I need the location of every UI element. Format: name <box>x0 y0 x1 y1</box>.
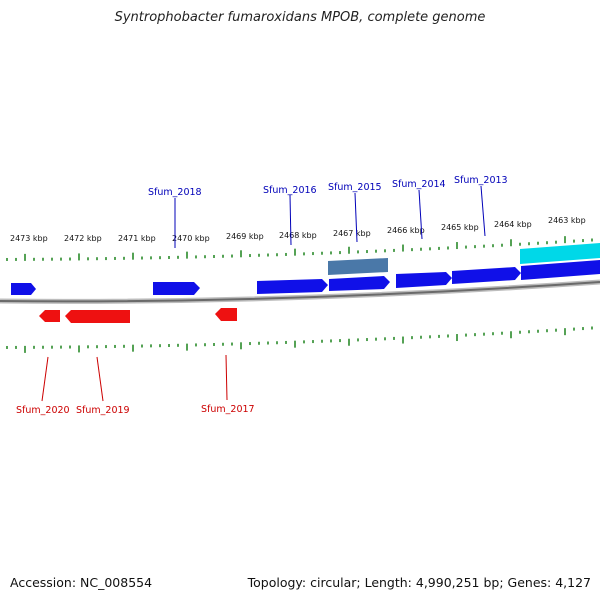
gene-arrow-rna[interactable] <box>328 258 388 275</box>
label-leader-line <box>289 194 292 246</box>
scale-label: 2466 kbp <box>387 226 425 235</box>
gene-label[interactable]: Sfum_2020 <box>16 405 70 416</box>
gene-arrow-forward[interactable] <box>153 282 200 295</box>
gene-label[interactable]: Sfum_2018 <box>148 187 202 198</box>
scale-label: 2472 kbp <box>64 234 102 243</box>
gene-arrow-highlight[interactable] <box>520 243 600 264</box>
reverse-gene-labels: Sfum_2020 Sfum_2019 Sfum_2017 <box>16 404 255 416</box>
gene-label[interactable]: Sfum_2013 <box>454 175 508 186</box>
gene-arrow-reverse[interactable] <box>215 308 237 321</box>
map-title: Syntrophobacter fumaroxidans MPOB, compl… <box>114 10 486 25</box>
scale-label: 2471 kbp <box>118 234 156 243</box>
scale-label: 2470 kbp <box>172 234 210 243</box>
scale-label: 2468 kbp <box>279 231 317 240</box>
label-leader-line <box>480 185 486 237</box>
genome-backbone-core <box>0 281 600 303</box>
gene-label[interactable]: Sfum_2017 <box>201 404 255 415</box>
forward-genes <box>11 243 600 295</box>
label-leader-line <box>354 192 358 243</box>
accession-text: Accession: NC_008554 <box>10 575 153 590</box>
scale-labels: 2473 kbp 2472 kbp 2471 kbp 2470 kbp 2469… <box>10 216 586 243</box>
scale-label: 2469 kbp <box>226 232 264 241</box>
topology-summary: Topology: circular; Length: 4,990,251 bp… <box>247 575 591 590</box>
gene-arrow-forward[interactable] <box>329 276 390 291</box>
gene-label[interactable]: Sfum_2014 <box>392 179 446 190</box>
gene-arrow-forward[interactable] <box>452 267 521 284</box>
forward-gene-labels: Sfum_2018 Sfum_2016 Sfum_2015 Sfum_2014 … <box>148 175 508 198</box>
gene-label[interactable]: Sfum_2019 <box>76 405 130 416</box>
label-leader-line <box>225 354 228 401</box>
inner-tick-row <box>6 326 593 353</box>
gene-label[interactable]: Sfum_2015 <box>328 182 382 193</box>
gene-arrow-reverse[interactable] <box>65 310 130 323</box>
scale-label: 2473 kbp <box>10 234 48 243</box>
reverse-genes <box>39 308 237 323</box>
gene-arrow-forward[interactable] <box>396 272 452 288</box>
label-leader-line <box>96 356 104 402</box>
reverse-label-lines <box>41 354 228 402</box>
label-leader-line <box>41 356 49 402</box>
gene-label[interactable]: Sfum_2016 <box>263 185 317 196</box>
scale-label: 2465 kbp <box>441 223 479 232</box>
label-leader-line <box>418 189 423 240</box>
forward-label-lines <box>174 185 486 248</box>
gene-arrow-forward[interactable] <box>257 279 328 294</box>
gene-arrow-reverse[interactable] <box>39 310 60 322</box>
gene-arrow-forward[interactable] <box>11 283 36 295</box>
scale-label: 2464 kbp <box>494 220 532 229</box>
outer-tick-row <box>6 236 593 261</box>
gene-arrow-forward[interactable] <box>521 260 600 280</box>
scale-label: 2463 kbp <box>548 216 586 225</box>
scale-label: 2467 kbp <box>333 229 371 238</box>
